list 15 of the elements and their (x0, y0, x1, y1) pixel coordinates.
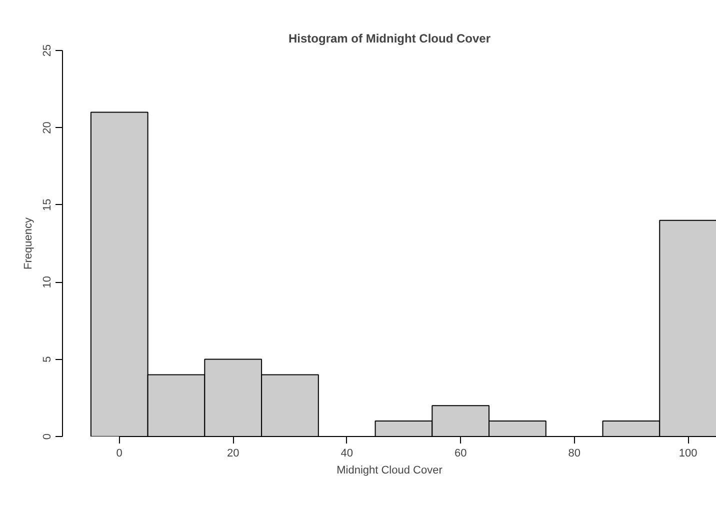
y-tick-label: 0 (42, 433, 54, 440)
x-tick-label: 60 (454, 448, 467, 460)
y-tick-label: 25 (42, 44, 54, 57)
x-axis-title: Midnight Cloud Cover (336, 464, 443, 476)
y-tick-label: 5 (42, 356, 54, 362)
y-tick-label: 10 (42, 276, 54, 288)
y-tick-label: 15 (42, 198, 54, 212)
x-tick-label: 0 (116, 448, 122, 460)
chart-title: Histogram of Midnight Cloud Cover (288, 32, 491, 46)
y-tick-label: 20 (42, 122, 54, 134)
x-tick-label: 20 (226, 448, 240, 460)
x-tick-label: 40 (340, 448, 353, 460)
x-tick-label: 80 (568, 448, 580, 460)
y-axis-title: Frequency (22, 217, 34, 270)
x-tick-label: 100 (678, 448, 698, 460)
